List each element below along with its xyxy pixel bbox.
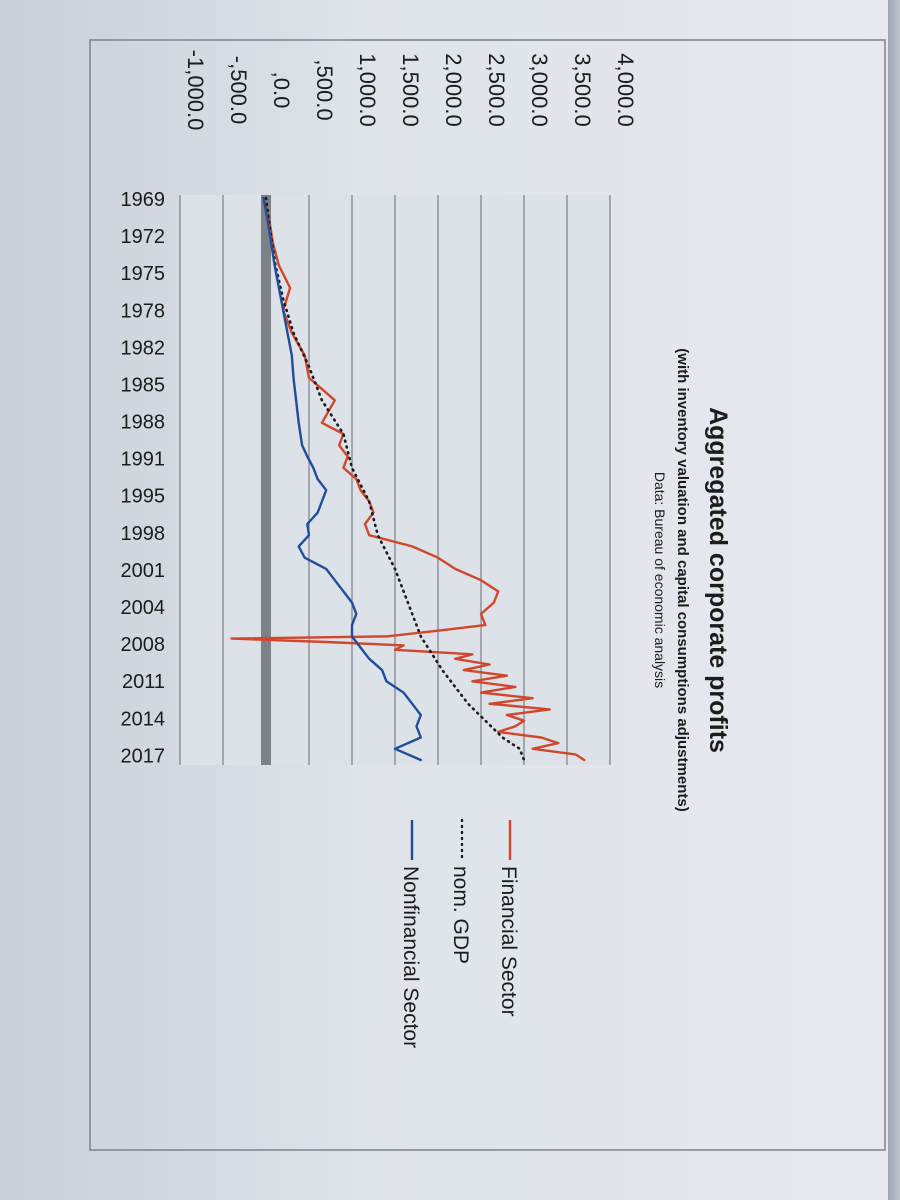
x-tick-label: 2004 bbox=[121, 597, 166, 619]
legend-label: nom. GDP bbox=[449, 866, 472, 964]
chart-frame bbox=[89, 39, 886, 1151]
y-tick-label: 1,000.0 bbox=[355, 53, 380, 126]
chart-source: Data: Bureau of economic analysis bbox=[652, 472, 668, 688]
series-financial-sector bbox=[230, 196, 586, 762]
paper-edge bbox=[888, 0, 900, 1200]
x-tick-label: 1969 bbox=[121, 189, 166, 211]
x-tick-label: 1995 bbox=[121, 486, 166, 508]
x-tick-label: 1982 bbox=[121, 337, 166, 359]
legend-label: Nonfinancial Sector bbox=[399, 866, 422, 1048]
y-tick-label: 1,500.0 bbox=[398, 53, 423, 126]
y-tick-label: 2,000.0 bbox=[441, 53, 466, 126]
y-tick-label: -,500.0 bbox=[226, 56, 251, 125]
series-lines bbox=[230, 196, 586, 762]
y-tick-label: ,0.0 bbox=[269, 72, 294, 109]
y-tick-label: 3,500.0 bbox=[570, 53, 595, 126]
x-tick-label: 1975 bbox=[121, 263, 166, 285]
y-tick-label: ,500.0 bbox=[312, 59, 337, 120]
y-tick-label: 2,500.0 bbox=[484, 53, 509, 126]
gridlines bbox=[179, 195, 611, 765]
chart-subtitle: (with inventory valuation and capital co… bbox=[674, 348, 691, 811]
y-tick-label: 4,000.0 bbox=[613, 53, 638, 126]
x-tick-labels: 1969 1972 1975 1978 1982 1985 1988 1991 1995 1998… bbox=[121, 189, 166, 767]
x-tick-label: 2017 bbox=[121, 745, 166, 767]
x-tick-label: 1978 bbox=[121, 300, 166, 322]
x-tick-label: 1972 bbox=[121, 226, 166, 248]
title-group: Aggregated corporate profits (with inven… bbox=[652, 348, 732, 811]
zero-line bbox=[261, 195, 271, 765]
legend-label: Financial Sector bbox=[497, 866, 520, 1017]
y-tick-label: -1,000.0 bbox=[183, 50, 208, 131]
x-tick-label: 2011 bbox=[122, 671, 165, 693]
legend: Financial Sector nom. GDP Nonfinancial Sec… bbox=[399, 818, 520, 1048]
y-tick-labels: 4,000.0 3,500.0 3,000.0 2,500.0 2,000.0 1,500… bbox=[183, 50, 638, 131]
x-tick-label: 2008 bbox=[121, 634, 166, 656]
x-tick-label: 1988 bbox=[121, 412, 166, 434]
chart-title: Aggregated corporate profits bbox=[704, 407, 732, 753]
x-tick-label: 1991 bbox=[121, 449, 166, 471]
series-nonfinancial-sector bbox=[262, 196, 422, 762]
series-nom-gdp bbox=[264, 196, 526, 762]
x-tick-label: 1998 bbox=[121, 523, 166, 545]
y-tick-label: 3,000.0 bbox=[527, 53, 552, 126]
x-tick-label: 1985 bbox=[121, 374, 166, 396]
x-tick-label: 2001 bbox=[121, 560, 166, 582]
x-tick-label: 2014 bbox=[121, 708, 166, 730]
